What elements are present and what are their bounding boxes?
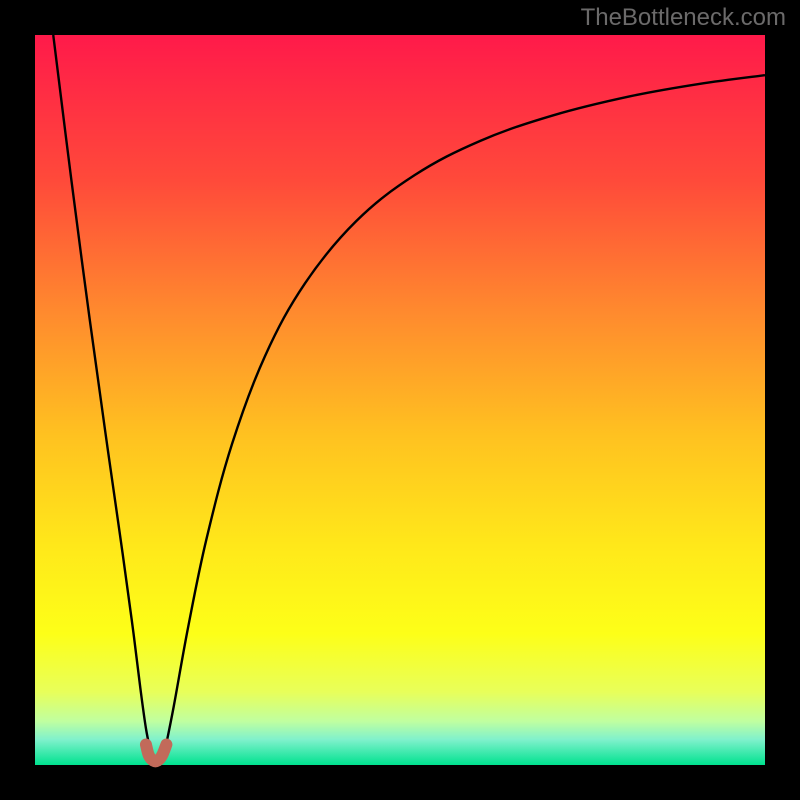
- bottleneck-chart: [0, 0, 800, 800]
- watermark-text: TheBottleneck.com: [581, 4, 786, 32]
- chart-container: TheBottleneck.com: [0, 0, 800, 800]
- plot-background: [35, 35, 765, 765]
